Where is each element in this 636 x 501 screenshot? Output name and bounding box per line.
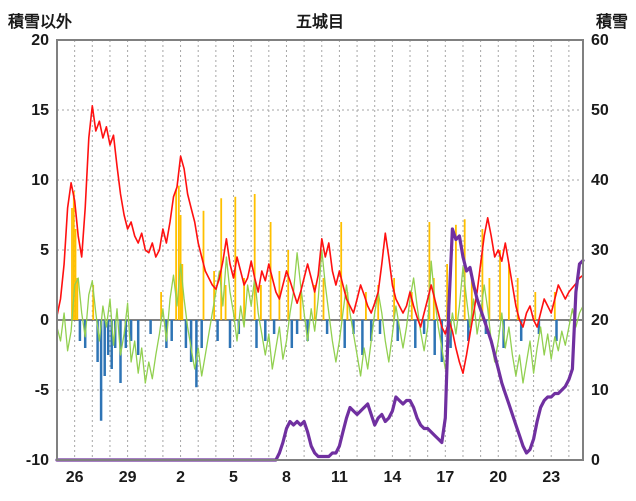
left-axis-tick-label: 15 bbox=[31, 102, 49, 119]
left-axis-tick-label: 20 bbox=[31, 32, 49, 49]
x-axis-tick-label: 14 bbox=[383, 469, 401, 486]
x-axis-tick-label: 5 bbox=[229, 469, 238, 486]
right-axis-tick-label: 0 bbox=[591, 452, 600, 469]
left-axis-title: 積雪以外 bbox=[8, 14, 73, 31]
x-axis-tick-label: 8 bbox=[282, 469, 291, 486]
green-line bbox=[56, 249, 584, 384]
right-axis-tick-label: 30 bbox=[591, 242, 609, 259]
red-line bbox=[56, 105, 584, 375]
chart-title: 五城目 bbox=[295, 14, 344, 31]
plot-border bbox=[56, 39, 584, 461]
right-axis-tick-label: 50 bbox=[591, 102, 609, 119]
x-axis-tick-label: 26 bbox=[66, 469, 84, 486]
x-axis-tick-label: 17 bbox=[436, 469, 454, 486]
left-axis-tick-label: 10 bbox=[31, 172, 49, 189]
x-axis-tick-label: 29 bbox=[119, 469, 137, 486]
left-axis-tick-label: 5 bbox=[40, 242, 49, 259]
right-axis-title: 積雪 bbox=[595, 14, 628, 31]
left-axis-tick-label: -10 bbox=[26, 452, 49, 469]
right-axis-tick-label: 40 bbox=[591, 172, 609, 189]
left-axis-tick-label: -5 bbox=[35, 382, 49, 399]
left-axis-tick-label: 0 bbox=[40, 312, 49, 329]
x-axis-tick-label: 2 bbox=[176, 469, 185, 486]
x-axis-tick-label: 11 bbox=[331, 469, 348, 486]
x-axis-tick-label: 20 bbox=[489, 469, 507, 486]
right-axis-tick-label: 20 bbox=[591, 312, 609, 329]
right-axis-tick-label: 60 bbox=[591, 32, 609, 49]
right-axis-tick-label: 10 bbox=[591, 382, 609, 399]
x-axis-tick-label: 23 bbox=[542, 469, 560, 486]
